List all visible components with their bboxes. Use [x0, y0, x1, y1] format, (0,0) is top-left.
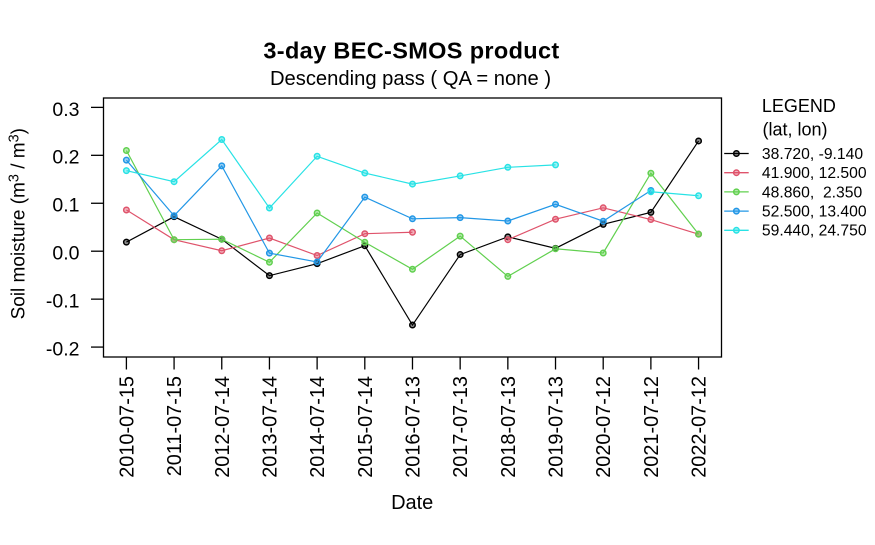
svg-text:2016-07-13: 2016-07-13	[402, 376, 424, 478]
svg-text:0.0: 0.0	[52, 243, 79, 265]
svg-text:59.440, 24.750: 59.440, 24.750	[762, 223, 867, 240]
svg-text:-0.1: -0.1	[46, 291, 80, 313]
svg-text:LEGEND: LEGEND	[762, 96, 836, 116]
svg-text:0.1: 0.1	[52, 195, 79, 217]
svg-text:2010-07-15: 2010-07-15	[116, 376, 138, 478]
svg-text:48.860, 2.350: 48.860, 2.350	[762, 184, 863, 201]
svg-text:(lat, lon): (lat, lon)	[763, 119, 828, 139]
svg-text:2011-07-15: 2011-07-15	[164, 376, 186, 476]
svg-text:0.2: 0.2	[52, 147, 79, 169]
svg-text:2012-07-14: 2012-07-14	[212, 376, 234, 478]
svg-text:Descending pass ( QA = none ): Descending pass ( QA = none )	[270, 68, 551, 90]
svg-text:2022-07-12: 2022-07-12	[689, 376, 711, 478]
svg-text:38.720, -9.140: 38.720, -9.140	[762, 146, 863, 163]
svg-text:Date: Date	[391, 492, 433, 514]
svg-text:2018-07-13: 2018-07-13	[498, 376, 520, 478]
svg-text:0.3: 0.3	[52, 99, 79, 121]
svg-text:2021-07-12: 2021-07-12	[641, 376, 663, 478]
svg-text:52.500, 13.400: 52.500, 13.400	[762, 204, 867, 221]
svg-text:2015-07-14: 2015-07-14	[355, 376, 377, 478]
svg-text:-0.2: -0.2	[46, 338, 80, 360]
svg-text:2019-07-13: 2019-07-13	[546, 376, 568, 478]
svg-text:2017-07-13: 2017-07-13	[450, 376, 472, 478]
svg-text:2014-07-14: 2014-07-14	[307, 376, 329, 478]
svg-text:3-day BEC-SMOS product: 3-day BEC-SMOS product	[263, 38, 559, 64]
svg-text:41.900, 12.500: 41.900, 12.500	[762, 165, 867, 182]
svg-text:2020-07-12: 2020-07-12	[593, 376, 615, 478]
svg-text:Soil moisture (m3 / m3): Soil moisture (m3 / m3)	[7, 128, 30, 319]
svg-text:2013-07-14: 2013-07-14	[259, 376, 281, 478]
